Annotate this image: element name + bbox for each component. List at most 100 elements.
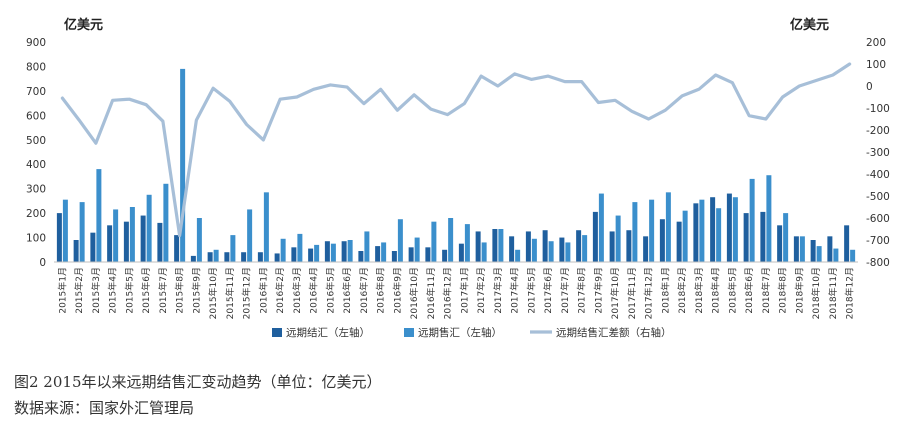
bar-forward-settlement — [123, 221, 129, 262]
bar-forward-settlement — [592, 211, 598, 262]
bar-forward-sale — [364, 231, 370, 262]
net-line-layer — [60, 62, 852, 238]
x-tick-label: 2015年4月 — [107, 267, 119, 314]
legend-item-1: 远期结汇（左轴） — [272, 326, 370, 339]
bar-forward-settlement — [241, 252, 247, 262]
x-tick-label: 2016年11月 — [425, 267, 437, 319]
bar-forward-sale — [615, 215, 621, 262]
bar-forward-settlement — [743, 213, 749, 262]
left-tick-label: 300 — [26, 184, 46, 196]
right-tick-label: -600 — [866, 213, 890, 225]
legend-item-2: 远期售汇（左轴） — [404, 326, 502, 339]
left-tick-label: 100 — [26, 233, 46, 245]
bar-forward-settlement — [559, 237, 565, 262]
legend-label: 远期结汇（左轴） — [286, 326, 370, 339]
bar-forward-settlement — [56, 213, 62, 262]
bar-forward-sale — [263, 192, 269, 262]
bar-forward-settlement — [475, 231, 481, 262]
x-tick-label: 2017年9月 — [592, 267, 604, 314]
bar-forward-settlement — [425, 247, 431, 262]
bar-forward-sale — [180, 68, 186, 262]
bar-forward-settlement — [341, 241, 347, 262]
bar-forward-settlement — [643, 236, 649, 262]
bar-forward-settlement — [844, 225, 850, 262]
bar-forward-settlement — [810, 240, 816, 262]
bar-forward-sale — [314, 244, 320, 262]
x-tick-label: 2016年6月 — [341, 267, 353, 314]
x-tick-label: 2017年12月 — [643, 267, 655, 319]
x-tick-label: 2018年10月 — [810, 267, 822, 319]
bar-forward-settlement — [391, 251, 397, 262]
bar-forward-sale — [582, 235, 588, 262]
x-tick-label: 2018年11月 — [827, 267, 839, 319]
legend-label: 远期售汇（左轴） — [418, 326, 502, 339]
bar-forward-sale — [62, 199, 68, 262]
x-tick-label: 2015年5月 — [123, 267, 135, 314]
right-tick-label: -400 — [866, 169, 890, 181]
right-tick-label: -500 — [866, 191, 890, 203]
bar-forward-settlement — [693, 203, 699, 262]
forward-fx-chart: 0 100 200 300 400 500 600 700 800 900 -800 -700 -60… — [26, 37, 890, 339]
legend-swatch — [272, 328, 282, 337]
bar-forward-sale — [799, 236, 805, 262]
bar-forward-sale — [816, 246, 822, 262]
bar-forward-sale — [565, 242, 571, 262]
x-tick-label: 2016年7月 — [358, 267, 370, 314]
bar-forward-sale — [833, 248, 839, 262]
bar-forward-settlement — [324, 241, 330, 262]
right-tick-label: -700 — [866, 235, 890, 247]
bar-forward-sale — [548, 241, 554, 262]
x-tick-label: 2016年12月 — [442, 267, 454, 319]
x-tick-label: 2015年7月 — [157, 267, 169, 314]
bar-forward-sale — [682, 210, 688, 262]
right-tick-label: 0 — [866, 81, 873, 93]
bar-forward-sale — [632, 202, 638, 262]
legend-item-3: 远期结售汇差额（右轴） — [530, 326, 672, 339]
bar-forward-sale — [783, 213, 789, 262]
x-tick-label: 2017年1月 — [458, 267, 470, 314]
x-tick-label: 2018年3月 — [693, 267, 705, 314]
bar-forward-settlement — [793, 236, 799, 262]
bar-forward-sale — [749, 178, 755, 262]
right-tick-label: -100 — [866, 103, 890, 115]
left-axis-ticks: 0 100 200 300 400 500 600 700 800 900 — [26, 37, 46, 269]
left-tick-label: 400 — [26, 159, 46, 171]
x-tick-label: 2016年4月 — [308, 267, 320, 314]
x-tick-label: 2018年6月 — [743, 267, 755, 314]
right-axis-ticks: -800 -700 -600 -500 -400 -300 -200 -100 0 100 200 — [866, 37, 890, 269]
bar-forward-sale — [448, 218, 454, 262]
bar-forward-settlement — [107, 225, 113, 262]
bars-layer — [56, 68, 856, 262]
right-axis-unit: 亿美元 — [790, 18, 830, 33]
right-tick-label: -800 — [866, 257, 890, 269]
x-tick-label: 2017年4月 — [509, 267, 521, 314]
bar-forward-settlement — [358, 251, 364, 262]
x-tick-label: 2016年5月 — [324, 267, 336, 314]
x-tick-label: 2018年4月 — [710, 267, 722, 314]
bar-forward-settlement — [174, 235, 180, 262]
bar-forward-settlement — [726, 193, 732, 262]
x-tick-label: 2018年5月 — [726, 267, 738, 314]
bar-forward-settlement — [676, 221, 682, 262]
bar-forward-settlement — [525, 231, 531, 262]
x-tick-label: 2018年8月 — [777, 267, 789, 314]
net-balance-line — [60, 62, 852, 238]
legend: 远期结汇（左轴） 远期售汇（左轴） 远期结售汇差额（右轴） — [272, 326, 672, 339]
bar-forward-sale — [649, 199, 655, 262]
bar-forward-sale — [247, 209, 253, 262]
bar-forward-sale — [113, 209, 119, 262]
x-tick-label: 2015年8月 — [174, 267, 186, 314]
figure-caption: 图2 2015年以来远期结售汇变动趋势（单位：亿美元） — [14, 373, 382, 391]
bar-forward-sale — [464, 224, 470, 262]
left-tick-label: 200 — [26, 208, 46, 220]
x-tick-label: 2015年1月 — [56, 267, 68, 314]
x-tick-label: 2018年7月 — [760, 267, 772, 314]
x-tick-label: 2018年9月 — [793, 267, 805, 314]
bar-forward-sale — [381, 242, 387, 262]
bar-forward-settlement — [157, 222, 163, 262]
x-tick-label: 2015年11月 — [224, 267, 236, 319]
right-tick-label: 200 — [866, 37, 886, 49]
bar-forward-settlement — [224, 252, 230, 262]
bar-forward-sale — [213, 249, 219, 262]
bar-forward-sale — [79, 202, 85, 262]
